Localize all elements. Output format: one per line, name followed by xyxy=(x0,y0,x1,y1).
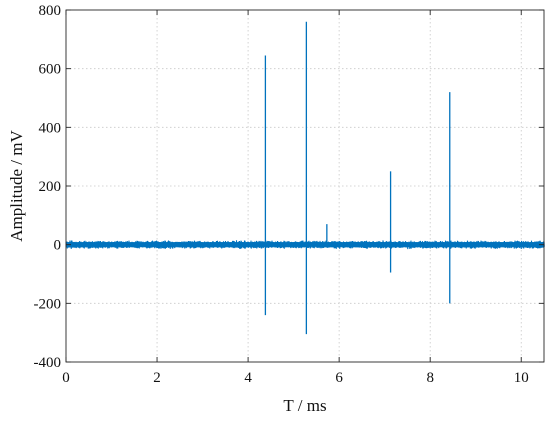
plot-frame xyxy=(65,9,545,363)
x-tick-label: 6 xyxy=(335,370,343,386)
grid-layer xyxy=(66,10,544,362)
y-tick-label: 800 xyxy=(39,3,62,19)
x-tick-label: 2 xyxy=(153,370,161,386)
y-axis-label: Amplitude / mV xyxy=(7,130,26,242)
noise-core xyxy=(66,242,544,248)
y-tick-label: 0 xyxy=(54,238,62,254)
axes-layer: 0 2 4 6 8 10 -400 -200 0 200 400 600 800 xyxy=(34,3,545,386)
x-tick-label: 10 xyxy=(514,370,529,386)
y-tick-label: -200 xyxy=(34,296,62,312)
y-tick-label: -400 xyxy=(34,355,62,371)
y-tick-label: 400 xyxy=(39,120,62,136)
x-tick-label: 0 xyxy=(62,370,70,386)
y-tick-label: 200 xyxy=(39,179,62,195)
data-layer xyxy=(65,21,545,335)
x-tick-label: 8 xyxy=(426,370,434,386)
x-axis-label: T / ms xyxy=(283,396,326,415)
x-tick-label: 4 xyxy=(244,370,252,386)
y-tick-label: 600 xyxy=(39,62,62,78)
